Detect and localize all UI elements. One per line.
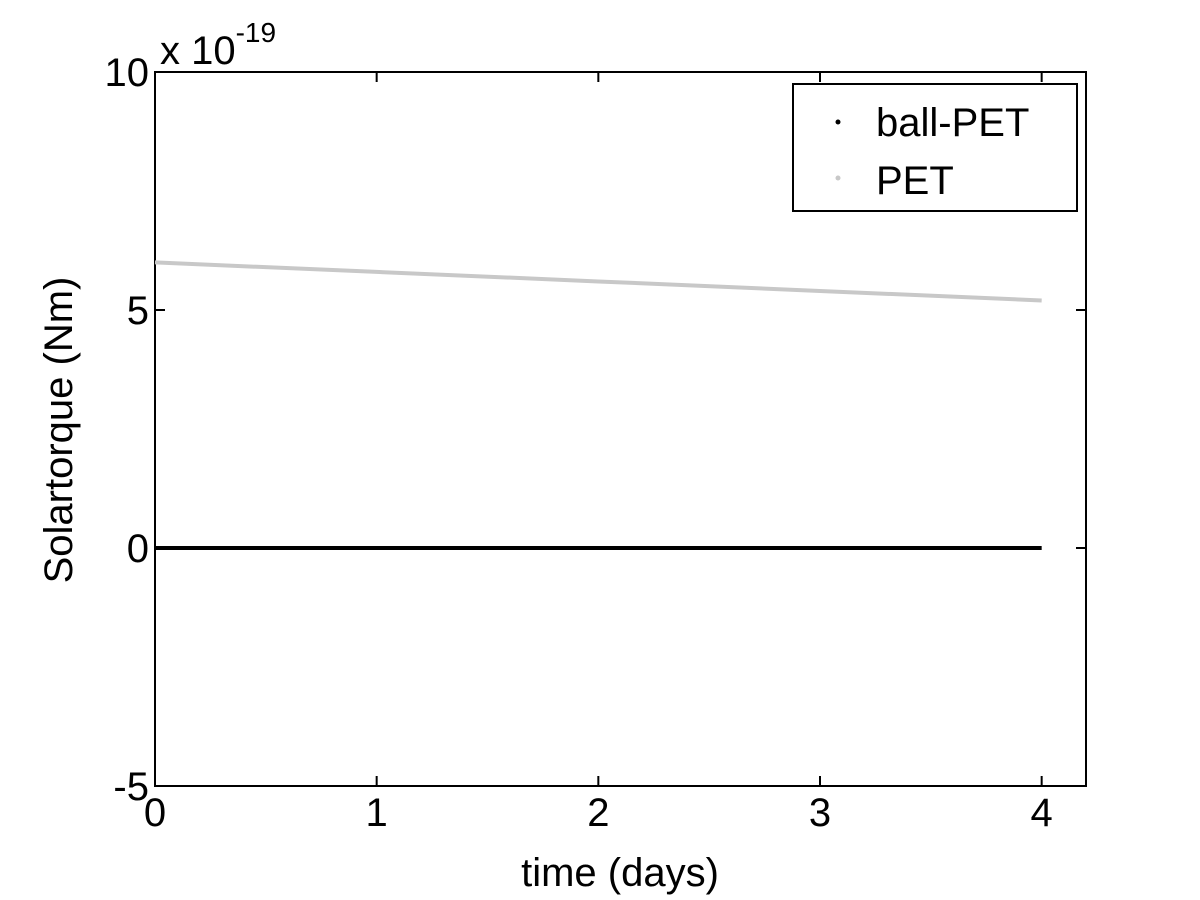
y-multiplier: x 10-19 [160, 17, 276, 73]
x-tick-label: 1 [366, 791, 388, 835]
x-tick-label: 2 [587, 791, 609, 835]
y-axis-title: Solartorque (Nm) [37, 277, 81, 584]
y-tick-label: 5 [127, 289, 149, 333]
legend-box [792, 83, 1078, 212]
series-line-pet [154, 260, 1042, 303]
x-axis-title: time (days) [521, 851, 719, 895]
y-multiplier-exponent: -19 [236, 17, 276, 48]
series-layer [154, 260, 1042, 550]
legend-label-pet: PET [876, 159, 954, 203]
y-tick-label: 10 [105, 51, 150, 95]
x-tick-label: 4 [1031, 791, 1053, 835]
legend-label-ball-pet: ball-PET [876, 101, 1029, 145]
y-tick-label: 0 [127, 527, 149, 571]
legend: ball-PET PET [792, 83, 1078, 212]
y-multiplier-base: x 10 [160, 29, 236, 73]
legend-marker-ball-pet [835, 119, 841, 125]
legend-marker-pet [835, 175, 841, 181]
x-tick-label: 3 [809, 791, 831, 835]
y-tick-label: -5 [113, 765, 149, 809]
x-tick-label: 0 [144, 791, 166, 835]
